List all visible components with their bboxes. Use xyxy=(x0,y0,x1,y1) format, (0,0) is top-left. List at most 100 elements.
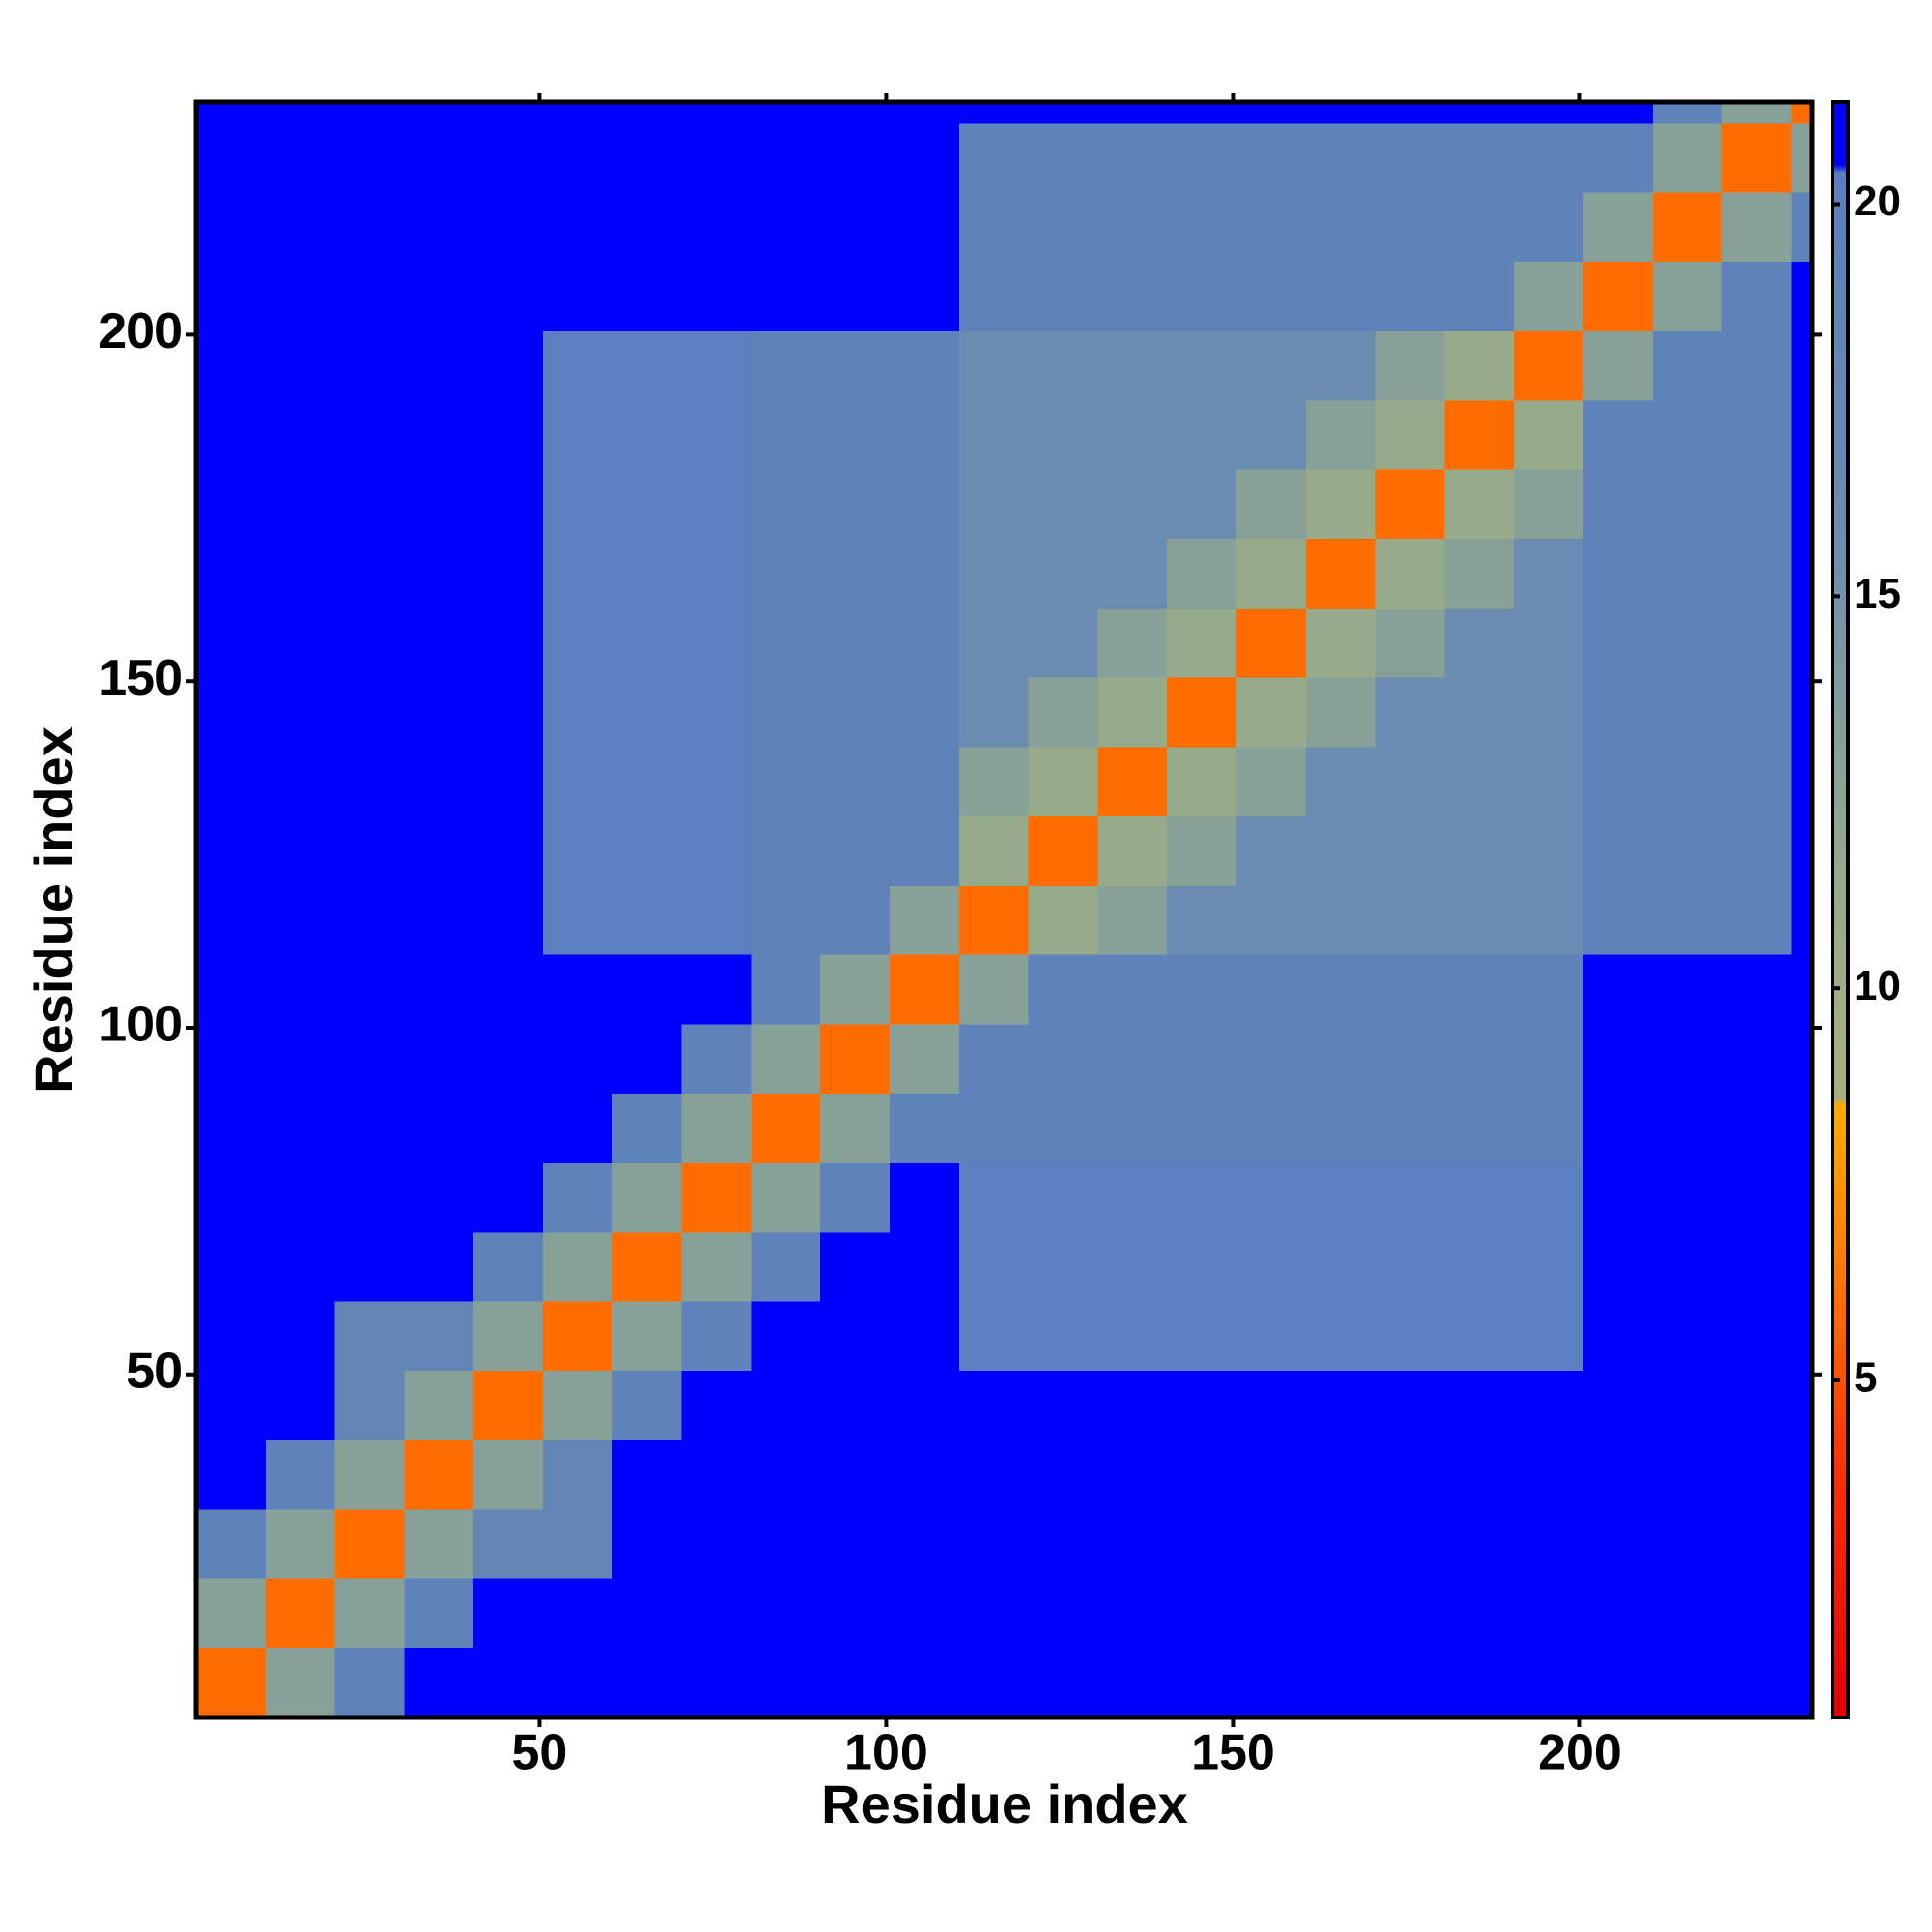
heatmap-cell xyxy=(611,330,682,401)
heatmap-cell xyxy=(1305,192,1376,263)
heatmap-cell xyxy=(473,123,544,193)
heatmap-cell xyxy=(334,1162,405,1233)
heatmap-cell xyxy=(196,1094,266,1163)
heatmap-cell xyxy=(1444,400,1515,470)
heatmap-cell xyxy=(681,1648,752,1718)
heatmap-cell xyxy=(473,1301,544,1372)
heatmap-cell xyxy=(1652,1439,1722,1510)
heatmap-cell xyxy=(1652,747,1722,817)
heatmap-cell xyxy=(1375,608,1445,678)
heatmap-cell xyxy=(1583,539,1653,609)
heatmap-cell xyxy=(751,954,821,1025)
heatmap-cell xyxy=(334,1094,405,1163)
heatmap-cell xyxy=(751,1232,821,1302)
heatmap-cell xyxy=(958,608,1029,678)
heatmap-cell xyxy=(681,192,752,263)
heatmap-cell xyxy=(196,1509,266,1579)
heatmap-cell xyxy=(890,1162,959,1233)
heatmap-cell xyxy=(751,1578,821,1649)
heatmap-cell xyxy=(890,677,959,748)
heatmap-cell xyxy=(751,539,821,609)
heatmap-cell xyxy=(1514,400,1584,470)
heatmap-cell xyxy=(543,1439,612,1510)
heatmap-cell xyxy=(820,400,891,470)
heatmap-cell xyxy=(611,1509,682,1579)
heatmap-cell xyxy=(958,123,1029,193)
heatmap-cell xyxy=(404,1578,474,1649)
heatmap-cell xyxy=(196,747,266,817)
heatmap-cell xyxy=(611,1094,682,1163)
heatmap-cell xyxy=(1167,400,1237,470)
heatmap-cell xyxy=(1791,192,1812,263)
heatmap-cell xyxy=(820,469,891,540)
heatmap-cell xyxy=(473,1578,544,1649)
heatmap-cell xyxy=(404,677,474,748)
heatmap-cell xyxy=(334,1301,405,1372)
heatmap-cell xyxy=(1791,1439,1812,1510)
heatmap-cell xyxy=(1444,1648,1515,1718)
heatmap-cell xyxy=(1167,102,1237,124)
heatmap-cell xyxy=(1028,1301,1098,1372)
heatmap-cell xyxy=(404,1509,474,1579)
heatmap-cell xyxy=(681,262,752,331)
heatmap-cell xyxy=(1444,608,1515,678)
heatmap-cell xyxy=(820,1439,891,1510)
heatmap-cell xyxy=(265,1439,335,1510)
heatmap-cell xyxy=(681,469,752,540)
heatmap-cell xyxy=(1721,1509,1792,1579)
heatmap-cell xyxy=(1791,330,1812,401)
heatmap-cell xyxy=(1652,1371,1722,1440)
colorbar-tick-label: 5 xyxy=(1854,1354,1877,1402)
heatmap-cell xyxy=(1583,1509,1653,1579)
heatmap-cell xyxy=(265,192,335,263)
colorbar xyxy=(1831,100,1850,1719)
heatmap-cell xyxy=(681,123,752,193)
heatmap-cell xyxy=(473,677,544,748)
heatmap-cell xyxy=(543,1578,612,1649)
heatmap-cell xyxy=(1583,1648,1653,1718)
heatmap-cell xyxy=(958,330,1029,401)
heatmap-cell xyxy=(334,885,405,955)
heatmap-cell xyxy=(404,102,474,124)
heatmap-cell xyxy=(751,1094,821,1163)
heatmap-cell xyxy=(1167,816,1237,886)
heatmap-cell xyxy=(1097,1509,1168,1579)
heatmap-cell xyxy=(1652,1301,1722,1372)
heatmap-cell xyxy=(1028,1439,1098,1510)
x-axis-label: Residue index xyxy=(821,1774,1188,1834)
heatmap-cell xyxy=(1721,816,1792,886)
heatmap-cell xyxy=(1514,330,1584,401)
heatmap-cell xyxy=(890,400,959,470)
heatmap-cell xyxy=(1028,192,1098,263)
heatmap-cell xyxy=(1791,469,1812,540)
heatmap-cell xyxy=(1375,816,1445,886)
heatmap-cell xyxy=(1167,1232,1237,1302)
heatmap-cell xyxy=(890,330,959,401)
heatmap-cell xyxy=(1652,1162,1722,1233)
heatmap-cell xyxy=(1236,123,1306,193)
heatmap-cell xyxy=(751,262,821,331)
heatmap-cell xyxy=(1791,1371,1812,1440)
heatmap-cell xyxy=(404,608,474,678)
heatmap-cell xyxy=(334,539,405,609)
heatmap-cell xyxy=(820,1162,891,1233)
heatmap-cell xyxy=(1028,469,1098,540)
heatmap-cell xyxy=(265,1648,335,1718)
heatmap-cell xyxy=(1236,102,1306,124)
heatmap-cell xyxy=(1028,539,1098,609)
heatmap-cell xyxy=(1236,954,1306,1025)
heatmap-cell xyxy=(404,330,474,401)
heatmap-cell xyxy=(1652,469,1722,540)
heatmap-cell xyxy=(265,123,335,193)
heatmap-cell xyxy=(1721,608,1792,678)
heatmap-cell xyxy=(1097,1094,1168,1163)
heatmap-cell xyxy=(890,1371,959,1440)
heatmap-cell xyxy=(611,1024,682,1094)
heatmap-cell xyxy=(958,1371,1029,1440)
heatmap-cell xyxy=(1444,262,1515,331)
heatmap-cell xyxy=(196,1301,266,1372)
heatmap-cell xyxy=(611,816,682,886)
heatmap-cell xyxy=(473,1232,544,1302)
heatmap-cell xyxy=(1375,1094,1445,1163)
